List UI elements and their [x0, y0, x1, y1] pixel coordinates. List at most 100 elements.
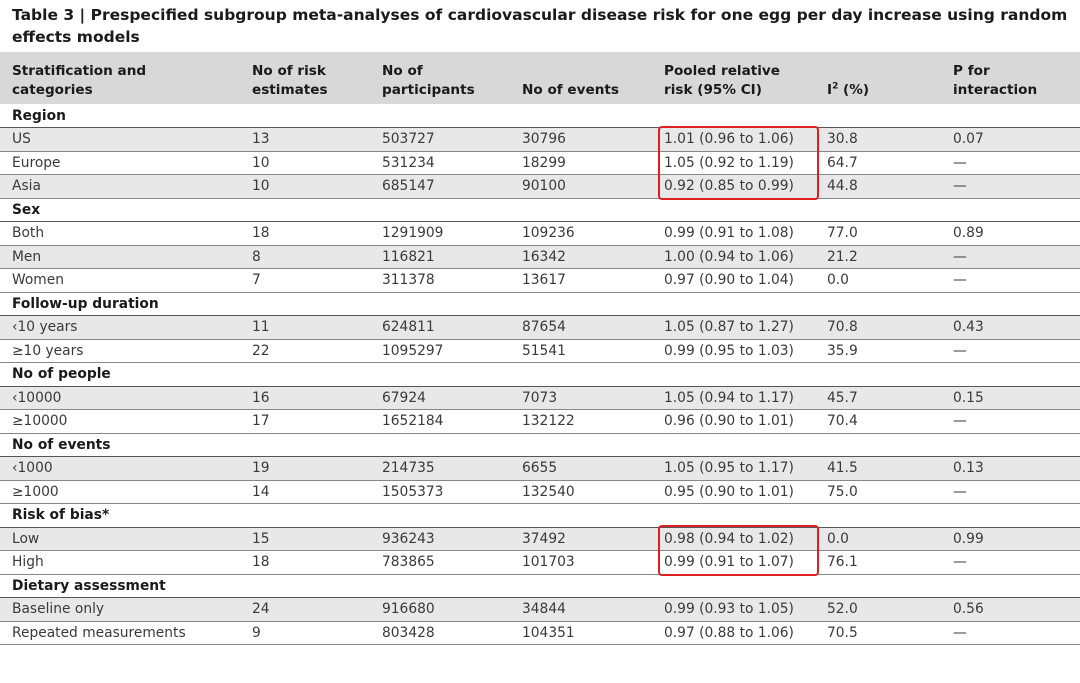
cell-p-interaction: 0.07	[953, 127, 1080, 152]
cell-p-interaction: —	[953, 621, 1080, 645]
col-header-events: No of events	[522, 52, 664, 104]
header-line: No of risk	[252, 63, 326, 79]
cell-pooled-rr: 1.05 (0.92 to 1.19)	[664, 151, 827, 175]
table-row: ≥1000 14 1505373 132540 0.95 (0.90 to 1.01) 7…	[0, 480, 1080, 504]
cell-estimates: 18	[252, 550, 382, 575]
col-header-participants: No of participants	[382, 52, 522, 104]
section-row: Region	[0, 104, 1080, 128]
section-label: Follow-up duration	[0, 292, 1080, 316]
cell-pooled-rr: 1.01 (0.96 to 1.06)	[664, 127, 827, 152]
header-line: No of events	[522, 82, 620, 98]
cell-category: ≥10 years	[0, 339, 252, 363]
cell-events: 13617	[522, 268, 664, 293]
cell-events: 7073	[522, 386, 664, 410]
cell-category: Europe	[0, 151, 252, 175]
header-line: Stratification and	[12, 63, 147, 79]
cell-pooled-rr: 1.05 (0.94 to 1.17)	[664, 386, 827, 410]
cell-participants: 503727	[382, 127, 522, 152]
header-line: categories	[12, 82, 93, 98]
cell-p-interaction: 0.15	[953, 386, 1080, 410]
superscript-2: 2	[832, 81, 839, 92]
col-header-stratification: Stratification and categories	[0, 52, 252, 104]
table-row: Europe 10 531234 18299 1.05 (0.92 to 1.19) 64…	[0, 151, 1080, 175]
cell-i2: 0.0	[827, 527, 953, 551]
cell-participants: 1652184	[382, 409, 522, 434]
table-row: ‹10000 16 67924 7073 1.05 (0.94 to 1.17) 45.7…	[0, 386, 1080, 410]
table-row: US 13 503727 30796 1.01 (0.96 to 1.06) 30.8 0.…	[0, 127, 1080, 152]
table-row: Women 7 311378 13617 0.97 (0.90 to 1.04) 0.0—	[0, 268, 1080, 293]
cell-events: 18299	[522, 151, 664, 175]
table-row: ‹1000 19 214735 6655 1.05 (0.95 to 1.17) 41.5…	[0, 456, 1080, 481]
cell-i2: 77.0	[827, 221, 953, 246]
cell-events: 6655	[522, 456, 664, 481]
section-label: Region	[0, 104, 1080, 128]
percent-suffix: (%)	[838, 82, 870, 98]
cell-participants: 67924	[382, 386, 522, 410]
col-header-i2: I2 (%)	[827, 52, 953, 104]
cell-i2: 21.2	[827, 245, 953, 269]
cell-events: 34844	[522, 597, 664, 622]
cell-participants: 531234	[382, 151, 522, 175]
cell-events: 37492	[522, 527, 664, 551]
cell-p-interaction: —	[953, 245, 1080, 269]
cell-estimates: 11	[252, 315, 382, 340]
header-line: participants	[382, 82, 475, 98]
cell-pooled-rr: 0.96 (0.90 to 1.01)	[664, 409, 827, 434]
cell-p-interaction: 0.89	[953, 221, 1080, 246]
cell-participants: 803428	[382, 621, 522, 645]
cell-category: High	[0, 550, 252, 575]
cell-i2: 76.1	[827, 550, 953, 575]
cell-participants: 1291909	[382, 221, 522, 246]
cell-p-interaction: 0.56	[953, 597, 1080, 622]
cell-p-interaction: —	[953, 409, 1080, 434]
cell-participants: 214735	[382, 456, 522, 481]
cell-category: Asia	[0, 174, 252, 199]
section-label: No of people	[0, 362, 1080, 387]
cell-estimates: 16	[252, 386, 382, 410]
table-row: Repeated measurements 9 803428 104351 0.97 (…	[0, 621, 1080, 645]
cell-estimates: 22	[252, 339, 382, 363]
i-letter: I	[827, 82, 833, 98]
section-row: Sex	[0, 198, 1080, 222]
section-row: Follow-up duration	[0, 292, 1080, 316]
cell-events: 90100	[522, 174, 664, 199]
table-body: Region US 13 503727 30796 1.01 (0.96 to 1.06)…	[0, 104, 1080, 645]
cell-estimates: 10	[252, 174, 382, 199]
cell-participants: 936243	[382, 527, 522, 551]
cell-pooled-rr: 0.99 (0.93 to 1.05)	[664, 597, 827, 622]
cell-i2: 44.8	[827, 174, 953, 199]
cell-participants: 116821	[382, 245, 522, 269]
table-row: ≥10000 17 1652184 132122 0.96 (0.90 to 1.01)…	[0, 409, 1080, 434]
cell-estimates: 8	[252, 245, 382, 269]
cell-i2: 70.8	[827, 315, 953, 340]
header-line: estimates	[252, 82, 328, 98]
cell-i2: 75.0	[827, 480, 953, 504]
cell-pooled-rr: 0.98 (0.94 to 1.02)	[664, 527, 827, 551]
cell-pooled-rr: 0.99 (0.91 to 1.07)	[664, 550, 827, 575]
cell-events: 16342	[522, 245, 664, 269]
cell-category: ≥10000	[0, 409, 252, 434]
cell-i2: 70.5	[827, 621, 953, 645]
cell-p-interaction: 0.43	[953, 315, 1080, 340]
cell-category: US	[0, 127, 252, 152]
header-line: No of	[382, 63, 423, 79]
table-row: Low 15 936243 37492 0.98 (0.94 to 1.02) 0.0 0.…	[0, 527, 1080, 551]
cell-i2: 45.7	[827, 386, 953, 410]
cell-events: 104351	[522, 621, 664, 645]
header-line: risk (95% CI)	[664, 82, 762, 98]
cell-pooled-rr: 1.00 (0.94 to 1.06)	[664, 245, 827, 269]
cell-p-interaction: —	[953, 550, 1080, 575]
cell-i2: 52.0	[827, 597, 953, 622]
col-header-p-interaction: P for interaction	[953, 52, 1080, 104]
cell-pooled-rr: 1.05 (0.95 to 1.17)	[664, 456, 827, 481]
cell-events: 51541	[522, 339, 664, 363]
cell-pooled-rr: 0.97 (0.90 to 1.04)	[664, 268, 827, 293]
cell-p-interaction: —	[953, 174, 1080, 199]
cell-category: ‹10000	[0, 386, 252, 410]
header-line: Pooled relative	[664, 63, 780, 79]
table-row: Asia 10 685147 90100 0.92 (0.85 to 0.99) 44.8…	[0, 174, 1080, 199]
cell-estimates: 17	[252, 409, 382, 434]
header-line: interaction	[953, 82, 1038, 98]
cell-pooled-rr: 0.92 (0.85 to 0.99)	[664, 174, 827, 199]
cell-category: Baseline only	[0, 597, 252, 622]
